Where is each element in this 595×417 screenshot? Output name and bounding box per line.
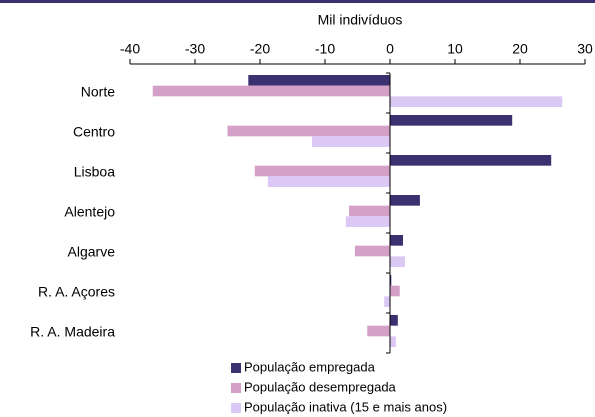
legend-label: População inativa (15 e mais anos) <box>244 399 447 414</box>
bar <box>267 176 390 187</box>
bar <box>354 245 390 257</box>
bar <box>390 275 392 286</box>
bar <box>390 285 400 297</box>
bar <box>390 195 420 206</box>
bar <box>152 85 390 97</box>
x-tick-label: -10 <box>315 41 335 57</box>
y-tick-label: Lisboa <box>74 164 115 180</box>
bar <box>390 235 403 246</box>
bar <box>390 155 552 166</box>
bar <box>390 315 398 326</box>
top-border <box>0 0 595 3</box>
x-tick-label: 10 <box>447 41 463 57</box>
x-tick-label: 0 <box>386 41 394 57</box>
bar <box>254 165 390 177</box>
y-tick-label: Algarve <box>68 244 116 260</box>
legend-label: População desempregada <box>244 379 397 394</box>
bar <box>390 336 396 347</box>
bar <box>248 75 390 86</box>
bar <box>349 205 390 217</box>
x-tick-label: -30 <box>185 41 205 57</box>
bar <box>345 216 390 227</box>
legend-swatch <box>231 383 241 393</box>
bar <box>390 115 513 126</box>
y-tick-label: R. A. Açores <box>38 284 115 300</box>
legend-swatch <box>231 363 241 373</box>
legend-label: População empregada <box>244 359 376 374</box>
bar <box>390 96 563 107</box>
bar <box>384 296 390 307</box>
axis-title: Mil indivíduos <box>318 12 403 28</box>
bar <box>227 125 390 137</box>
legend-swatch <box>231 403 241 413</box>
x-tick-label: 20 <box>512 41 528 57</box>
y-tick-label: Centro <box>73 124 115 140</box>
y-tick-label: Alentejo <box>64 204 115 220</box>
x-tick-label: -20 <box>250 41 270 57</box>
y-tick-label: Norte <box>81 84 115 100</box>
bar <box>367 325 390 337</box>
x-tick-label: 30 <box>577 41 593 57</box>
bar <box>312 136 390 147</box>
bar <box>390 256 405 267</box>
x-tick-label: -40 <box>120 41 140 57</box>
y-tick-label: R. A. Madeira <box>30 324 115 340</box>
